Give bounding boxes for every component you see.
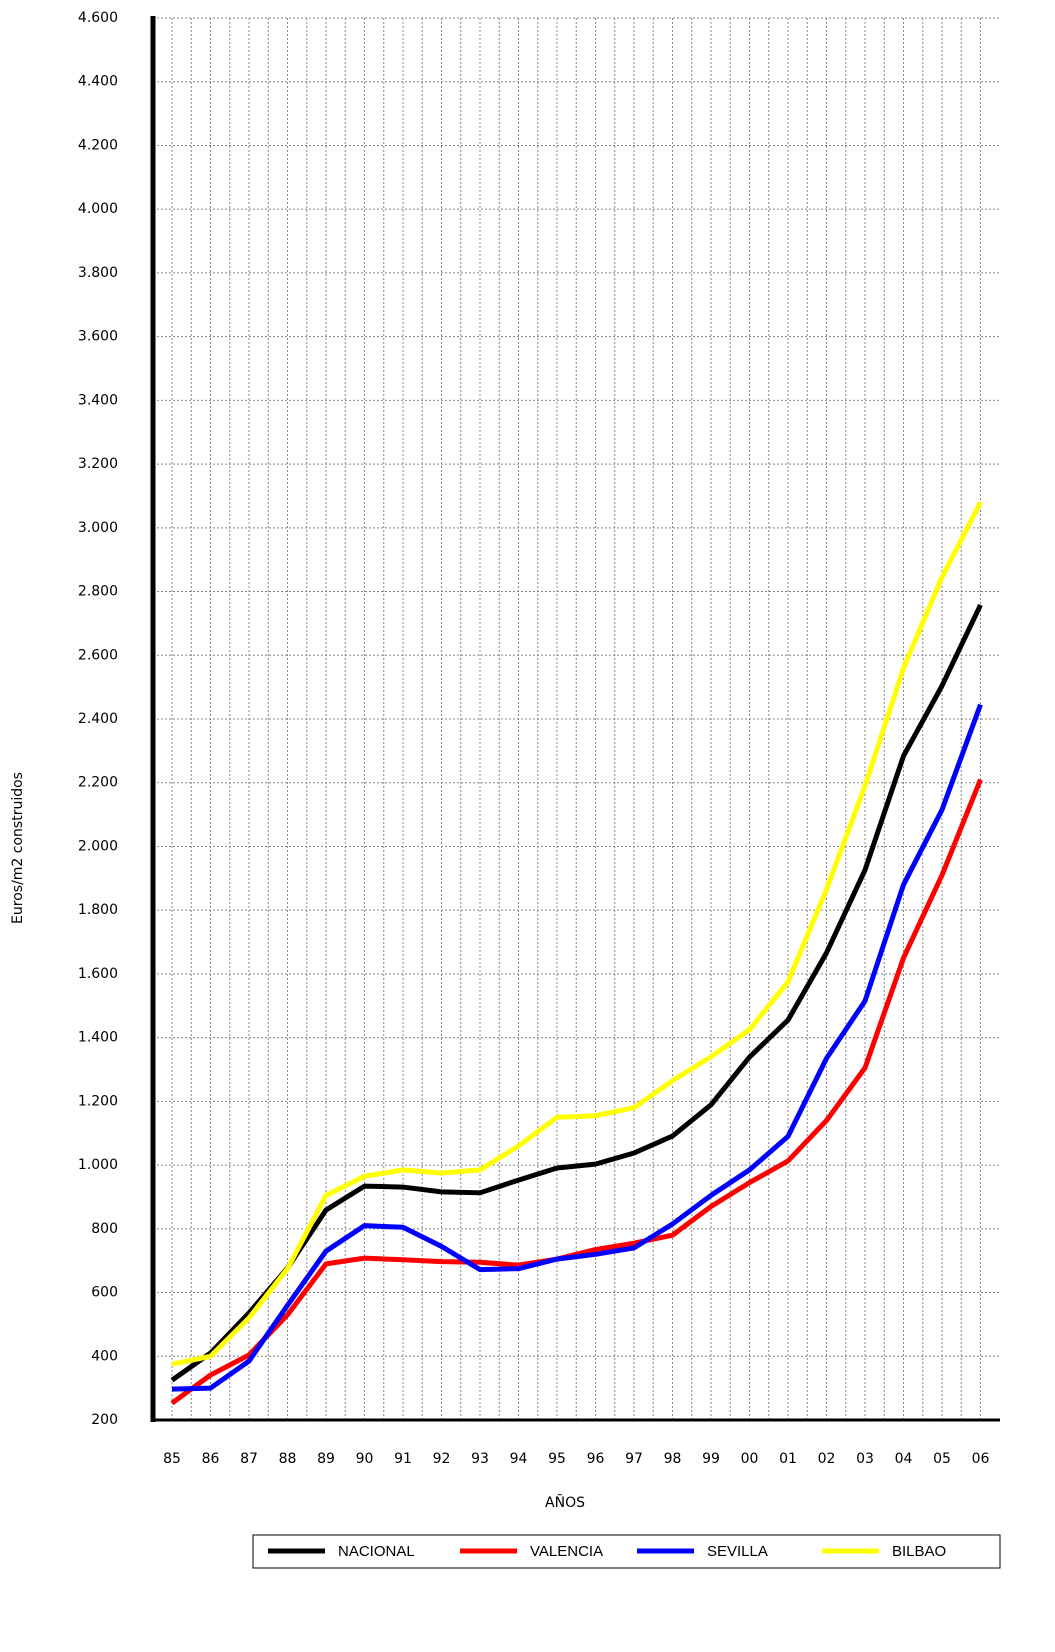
x-axis-label: AÑOS (545, 1494, 585, 1511)
x-tick-label: 94 (510, 1451, 528, 1467)
x-tick-label: 95 (548, 1451, 566, 1467)
x-tick-label: 97 (625, 1451, 643, 1467)
y-tick-label: 4.200 (78, 137, 118, 153)
x-tick-label: 89 (317, 1451, 335, 1467)
y-tick-label: 2.200 (78, 775, 118, 791)
x-tick-label: 93 (471, 1451, 489, 1467)
x-tick-label: 05 (933, 1451, 951, 1467)
y-tick-label: 3.000 (78, 520, 118, 536)
data-line (171, 703, 983, 1392)
y-tick-label: 2.000 (78, 838, 118, 854)
x-tick-label: 96 (587, 1451, 605, 1467)
y-tick-label: 1.600 (78, 966, 118, 982)
y-tick-label: 2.800 (78, 584, 118, 600)
y-tick-label: 3.400 (78, 392, 118, 408)
legend: NACIONAL VALENCIA SEVILLA BILBAO (252, 1534, 1001, 1569)
y-tick-label: 3.800 (78, 265, 118, 281)
y-tick-label: 400 (91, 1348, 118, 1364)
y-tick-label: 4.400 (78, 74, 118, 90)
y-tick-label: 3.600 (78, 329, 118, 345)
y-tick-label: 1.200 (78, 1093, 118, 1109)
x-tick-label: 01 (779, 1451, 797, 1467)
x-tick-label: 86 (202, 1451, 220, 1467)
y-tick-label: 4.600 (78, 10, 118, 26)
x-tick-label: 92 (433, 1451, 451, 1467)
x-tick-label: 90 (356, 1451, 374, 1467)
x-tick-label: 87 (240, 1451, 258, 1467)
data-line (171, 501, 983, 1367)
x-tick-label: 91 (394, 1451, 412, 1467)
y-tick-label: 1.400 (78, 1030, 118, 1046)
x-tick-label: 06 (972, 1451, 990, 1467)
y-tick-label: 2.600 (78, 647, 118, 663)
y-tick-label: 200 (91, 1412, 118, 1428)
y-tick-label: 4.000 (78, 201, 118, 217)
y-tick-label: 1.800 (78, 902, 118, 918)
x-tick-label: 00 (741, 1451, 759, 1467)
legend-label: BILBAO (892, 1543, 946, 1560)
x-tick-label: 88 (279, 1451, 297, 1467)
y-tick-label: 2.400 (78, 711, 118, 727)
y-tick-label: 1.000 (78, 1157, 118, 1173)
legend-label: SEVILLA (707, 1543, 768, 1560)
y-axis-label: Euros/m2 construidos (10, 772, 26, 924)
y-tick-label: 3.200 (78, 456, 118, 472)
y-tick-label: 800 (91, 1221, 118, 1237)
legend-label: NACIONAL (338, 1543, 415, 1560)
data-line (170, 603, 983, 1383)
x-tick-label: 85 (163, 1451, 181, 1467)
x-tick-label: 98 (664, 1451, 682, 1467)
x-tick-label: 02 (818, 1451, 836, 1467)
y-tick-label: 600 (91, 1285, 118, 1301)
x-tick-label: 04 (895, 1451, 913, 1467)
x-tick-label: 03 (856, 1451, 874, 1467)
x-tick-label: 99 (702, 1451, 720, 1467)
legend-label: VALENCIA (530, 1543, 603, 1560)
